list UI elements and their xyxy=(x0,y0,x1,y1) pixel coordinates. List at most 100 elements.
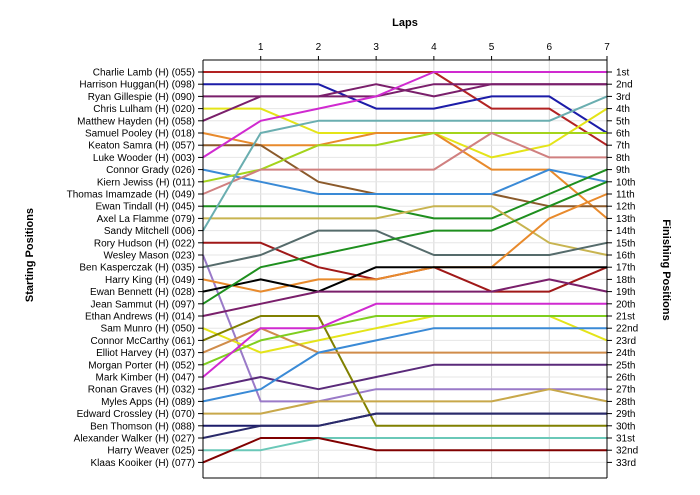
starting-position-label: Thomas Imamzade (H) (049) xyxy=(67,190,195,201)
grid-layer xyxy=(203,60,608,478)
starting-position-label: Klaas Kooiker (H) (077) xyxy=(91,458,195,469)
series-line xyxy=(202,229,608,269)
starting-position-label: Mark Kimber (H) (047) xyxy=(96,373,195,384)
starting-position-label: Luke Wooder (H) (003) xyxy=(93,153,195,164)
starting-position-label: Samuel Pooley (H) (018) xyxy=(85,129,195,140)
series-line xyxy=(202,132,608,220)
starting-position-label: Rory Hudson (H) (022) xyxy=(94,238,195,249)
starting-position-label: Kiern Jewiss (H) (011) xyxy=(97,177,195,188)
finishing-position-label: 28th xyxy=(616,397,635,408)
starting-position-label: Ethan Andrews (H) (014) xyxy=(85,312,195,323)
series-line xyxy=(202,327,607,403)
left-axis-title: Starting Positions xyxy=(24,208,36,302)
finishing-position-label: 29th xyxy=(616,409,635,420)
lap-tick-label: 7 xyxy=(604,42,610,53)
lap-tick-label: 2 xyxy=(316,42,322,53)
finishing-position-label: 8th xyxy=(616,153,630,164)
starting-position-label: Keaton Samra (H) (057) xyxy=(88,141,195,152)
finishing-position-label: 19th xyxy=(616,287,635,298)
series-line xyxy=(202,132,607,195)
starting-position-label: Jean Sammut (H) (097) xyxy=(91,299,195,310)
finishing-position-label: 16th xyxy=(616,251,635,262)
finishing-position-label: 13th xyxy=(616,214,635,225)
finishing-position-label: 25th xyxy=(616,360,635,371)
starting-position-label: Axel La Flamme (079) xyxy=(97,214,195,225)
series-line xyxy=(202,278,608,317)
starting-position-label: Ben Kasperczak (H) (035) xyxy=(79,263,195,274)
starting-position-label: Charlie Lamb (H) (055) xyxy=(93,68,195,79)
series-line xyxy=(203,71,608,147)
series-layer xyxy=(202,71,608,464)
series-line xyxy=(203,388,608,415)
finishing-position-label: 7th xyxy=(616,141,630,152)
series-line xyxy=(202,71,607,159)
finishing-position-label: 24th xyxy=(616,348,635,359)
finishing-position-label: 11th xyxy=(616,190,635,201)
finishing-position-label: 2nd xyxy=(616,80,633,91)
starting-position-label: Morgan Porter (H) (052) xyxy=(88,360,195,371)
starting-position-label: Ryan Gillespie (H) (090) xyxy=(88,92,195,103)
series-line xyxy=(202,180,608,305)
finishing-position-label: 17th xyxy=(616,263,635,274)
series-line xyxy=(202,315,607,427)
finishing-position-label: 4th xyxy=(616,104,630,115)
series-line xyxy=(202,302,607,378)
starting-position-label: Harry Weaver (025) xyxy=(107,446,195,457)
finishing-position-label: 15th xyxy=(616,238,635,249)
series-line xyxy=(203,437,607,452)
series-line xyxy=(202,315,607,366)
right-axis-title: Finishing Positions xyxy=(660,219,672,320)
label-layer: Laps Starting Positions Finishing Positi… xyxy=(24,17,672,469)
finishing-position-label: 3rd xyxy=(616,92,630,103)
starting-position-label: Connor Grady (026) xyxy=(106,165,195,176)
lap-tick-label: 5 xyxy=(489,42,495,53)
starting-position-label: Sam Munro (H) (050) xyxy=(101,324,195,335)
starting-position-label: Ronan Graves (H) (032) xyxy=(88,385,195,396)
finishing-position-label: 30th xyxy=(616,421,635,432)
frame-layer xyxy=(198,56,612,479)
finishing-position-label: 22nd xyxy=(616,324,638,335)
series-line xyxy=(202,95,608,232)
finishing-position-label: 23rd xyxy=(616,336,636,347)
finishing-position-label: 26th xyxy=(616,373,635,384)
series-line xyxy=(202,132,607,183)
series-line xyxy=(202,254,607,403)
series-line xyxy=(202,83,607,122)
finishing-position-label: 20th xyxy=(616,299,635,310)
finishing-position-label: 5th xyxy=(616,116,630,127)
lap-tick-label: 6 xyxy=(547,42,553,53)
finishing-position-label: 32nd xyxy=(616,446,638,457)
series-line xyxy=(202,193,608,293)
starting-position-label: Ben Thomson (H) (088) xyxy=(90,421,195,432)
series-line xyxy=(202,412,607,439)
finishing-position-label: 21st xyxy=(616,312,635,323)
series-line xyxy=(202,363,607,391)
lap-tick-label: 1 xyxy=(258,42,264,53)
finishing-position-label: 1st xyxy=(616,68,630,79)
series-line xyxy=(203,205,608,256)
starting-position-label: Connor McCarthy (061) xyxy=(91,336,195,347)
starting-position-label: Matthew Hayden (H) (058) xyxy=(77,116,195,127)
series-line xyxy=(202,437,607,464)
starting-position-label: Ewan Bennett (H) (028) xyxy=(90,287,195,298)
starting-position-label: Harrison Huggan(H) (098) xyxy=(79,80,195,91)
series-line xyxy=(202,168,608,195)
starting-position-label: Alexander Walker (H) (027) xyxy=(74,434,195,445)
series-line xyxy=(203,412,607,427)
finishing-position-label: 18th xyxy=(616,275,635,286)
finishing-position-label: 31st xyxy=(616,434,635,445)
starting-position-label: Ewan Tindall (H) (045) xyxy=(96,202,195,213)
starting-position-label: Wesley Mason (023) xyxy=(103,251,195,262)
x-axis-title: Laps xyxy=(392,17,418,29)
starting-position-label: Harry King (H) (049) xyxy=(105,275,195,286)
series-line xyxy=(202,327,607,354)
starting-position-label: Sandy Mitchell (006) xyxy=(104,226,195,237)
starting-position-label: Chris Lulham (H) (020) xyxy=(93,104,195,115)
finishing-position-label: 27th xyxy=(616,385,635,396)
finishing-position-label: 33rd xyxy=(616,458,636,469)
finishing-position-label: 14th xyxy=(616,226,635,237)
finishing-position-label: 6th xyxy=(616,129,630,140)
starting-position-label: Elliot Harvey (H) (037) xyxy=(96,348,195,359)
